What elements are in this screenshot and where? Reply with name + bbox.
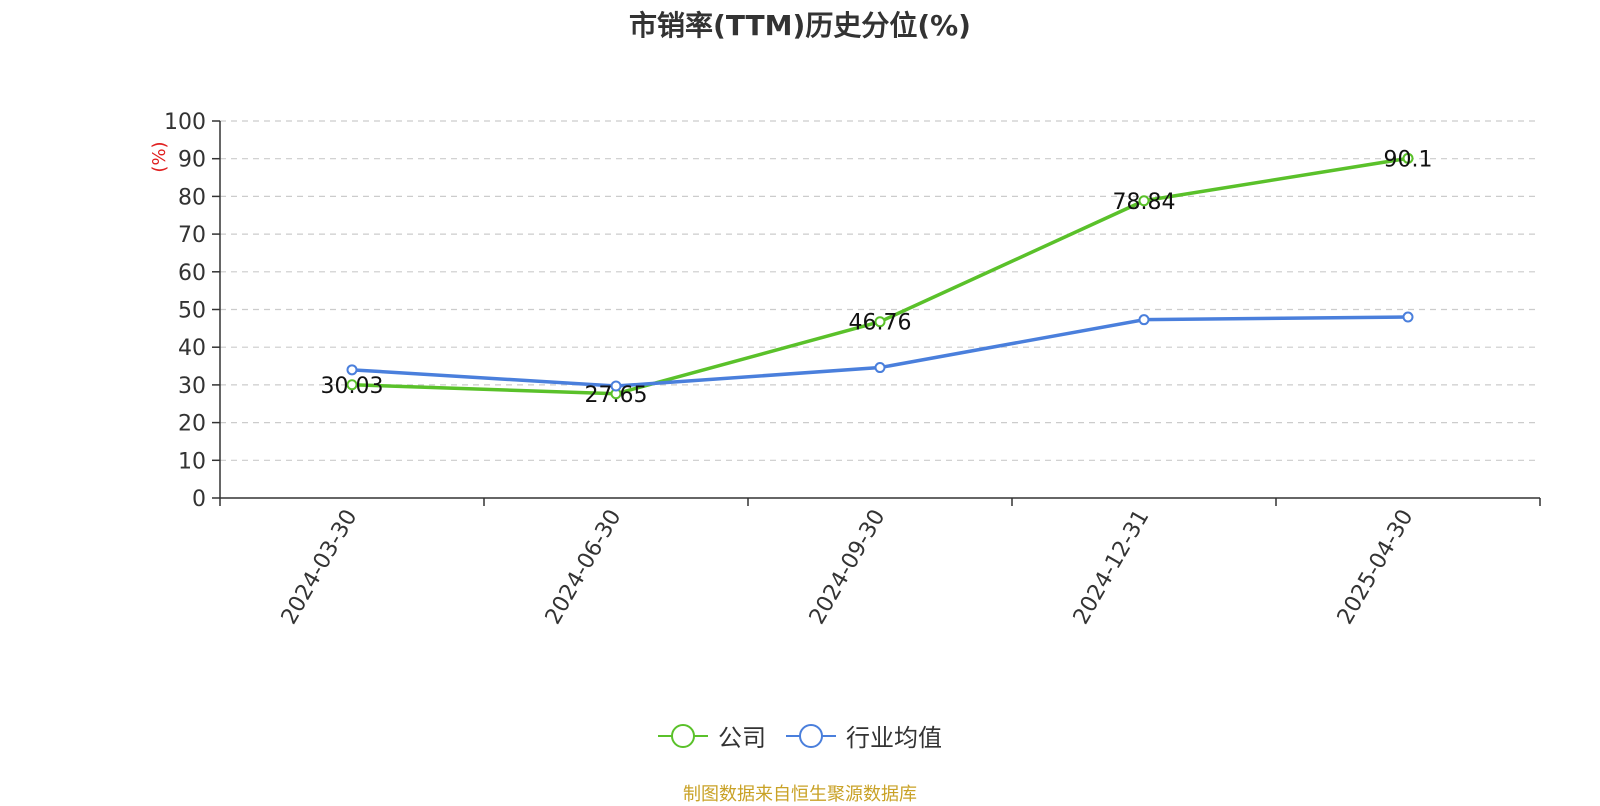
x-tick-label-3: 2024-12-31	[1069, 506, 1155, 629]
series-line-0	[351, 156, 1409, 396]
series-0-point-3	[1138, 195, 1150, 207]
legend-swatch-company	[658, 723, 708, 748]
x-tick-label-2: 2024-09-30	[805, 506, 891, 629]
series-1-point-3	[1138, 314, 1150, 326]
legend-label-company: 公司	[718, 724, 766, 752]
series-0-point-0	[346, 379, 358, 391]
y-tick-label-0: 0	[192, 487, 206, 512]
series-1-point-4	[1402, 311, 1414, 323]
y-tick-label-80: 80	[178, 185, 206, 210]
legend-swatch-industry-avg	[786, 723, 836, 748]
y-tick-label-60: 60	[178, 261, 206, 286]
y-tick-label-30: 30	[178, 374, 206, 399]
chart-title: 市销率(TTM)历史分位(%)	[629, 9, 971, 42]
y-tick-label-70: 70	[178, 223, 206, 248]
y-tick-label-90: 90	[178, 148, 206, 173]
series-0-point-2	[874, 316, 886, 328]
series-1-point-0	[346, 364, 358, 376]
y-axis-label: (%)	[149, 141, 170, 172]
source-note: 制图数据来自恒生聚源数据库	[683, 784, 917, 805]
y-tick-label-40: 40	[178, 336, 206, 361]
data-label-2: 46.76	[849, 311, 912, 336]
x-tick-label-1: 2024-06-30	[541, 506, 627, 629]
legend: 公司 行业均值	[0, 718, 1600, 753]
data-label-0: 30.03	[321, 374, 384, 399]
data-labels: 30.03 27.65 46.76 78.84 90.1	[321, 147, 1433, 407]
y-tick-label-20: 20	[178, 412, 206, 437]
series-1-point-2	[874, 362, 886, 374]
y-tick-label-10: 10	[178, 449, 206, 474]
data-label-1: 27.65	[585, 383, 648, 408]
data-label-4: 90.1	[1384, 147, 1433, 172]
y-tick-label-100: 100	[164, 110, 206, 135]
y-tick-label-50: 50	[178, 299, 206, 324]
x-tick-label-4: 2025-04-30	[1333, 506, 1419, 629]
legend-item-industry-avg[interactable]: 行业均值	[786, 718, 942, 753]
x-tick-label-0: 2024-03-30	[277, 506, 363, 629]
data-label-3: 78.84	[1113, 190, 1176, 215]
series-0-point-4	[1402, 152, 1414, 164]
legend-item-company[interactable]: 公司	[658, 718, 766, 753]
series	[346, 152, 1414, 400]
series-1-point-1	[610, 380, 622, 392]
legend-label-industry-avg: 行业均值	[846, 724, 942, 752]
grid-lines	[220, 120, 1540, 461]
